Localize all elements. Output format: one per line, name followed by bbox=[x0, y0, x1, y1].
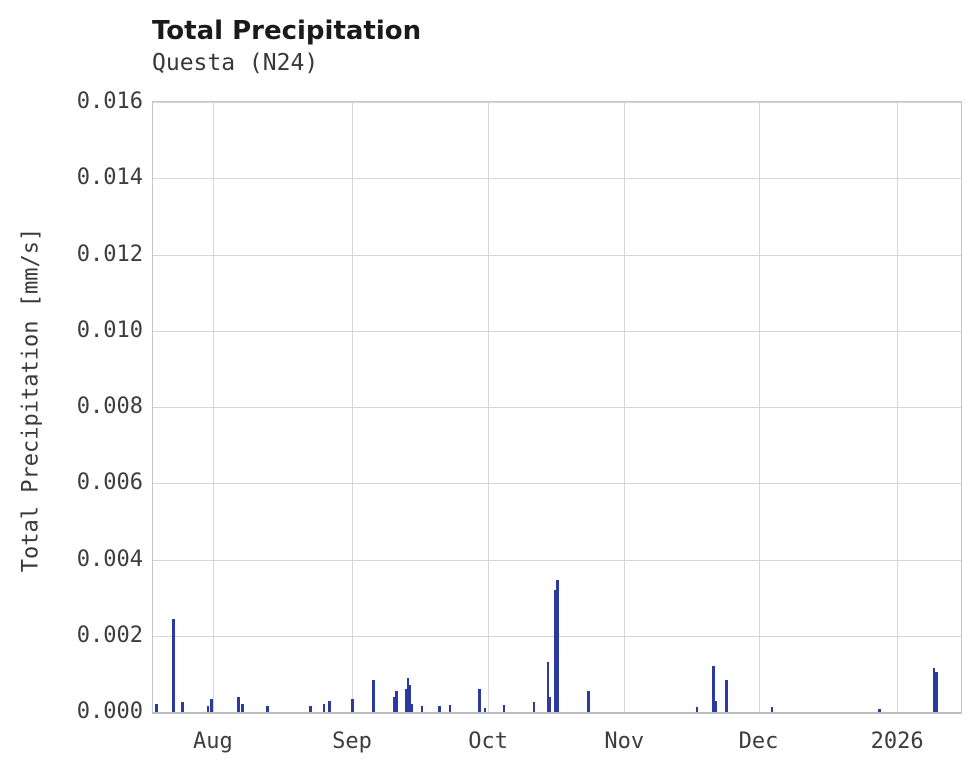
gridline-horizontal bbox=[153, 559, 961, 561]
precipitation-bar bbox=[448, 705, 452, 712]
precipitation-bar bbox=[932, 668, 936, 712]
precipitation-bar bbox=[309, 705, 312, 712]
precipitation-bar bbox=[438, 705, 441, 712]
x-tick-label: Oct bbox=[468, 729, 509, 754]
gridline-horizontal bbox=[153, 330, 961, 332]
precipitation-bar bbox=[532, 702, 536, 712]
precipitation-bar bbox=[502, 705, 506, 712]
precipitation-bar bbox=[406, 677, 410, 712]
precipitation-bar bbox=[420, 706, 424, 712]
gridline-vertical bbox=[488, 102, 490, 712]
gridline-vertical bbox=[352, 102, 353, 712]
precipitation-bar bbox=[372, 679, 376, 712]
precipitation-bar bbox=[725, 679, 729, 712]
y-tick-label: 0.002 bbox=[76, 622, 143, 648]
precipitation-bar bbox=[393, 696, 396, 712]
y-tick-label: 0.016 bbox=[76, 89, 143, 114]
precipitation-bar bbox=[206, 705, 210, 712]
precipitation-bar bbox=[404, 689, 408, 712]
gridline-horizontal bbox=[153, 407, 961, 408]
plot-area bbox=[152, 101, 962, 714]
precipitation-bar bbox=[935, 671, 938, 712]
precipitation-bar bbox=[478, 689, 482, 712]
y-tick-label: 0.010 bbox=[76, 317, 143, 343]
precipitation-bar bbox=[171, 618, 175, 712]
precipitation-bar bbox=[327, 701, 331, 712]
chart-subtitle: Questa (N24) bbox=[152, 50, 319, 76]
precipitation-bar bbox=[546, 662, 550, 712]
precipitation-bar bbox=[714, 700, 718, 712]
x-tick-label: Nov bbox=[604, 729, 645, 754]
gridline-horizontal bbox=[153, 254, 961, 256]
x-tick-label: Sep bbox=[332, 729, 372, 754]
precipitation-bar bbox=[322, 704, 326, 712]
gridline-horizontal bbox=[153, 102, 961, 103]
precipitation-bar bbox=[181, 702, 185, 712]
precipitation-bar bbox=[556, 580, 559, 712]
precipitation-bar bbox=[154, 704, 158, 712]
gridline-vertical bbox=[897, 102, 899, 712]
precipitation-bar bbox=[554, 590, 557, 712]
precipitation-bar bbox=[878, 708, 881, 712]
gridline-vertical bbox=[624, 102, 626, 712]
y-tick-label: 0.000 bbox=[76, 699, 143, 724]
y-tick-label: 0.014 bbox=[76, 165, 143, 191]
x-tick-label: Dec bbox=[738, 729, 779, 754]
x-tick-label: 2026 bbox=[870, 729, 924, 754]
precipitation-bar bbox=[408, 685, 412, 712]
y-tick-label: 0.004 bbox=[76, 546, 143, 572]
y-tick-label: 0.012 bbox=[76, 241, 143, 267]
chart-title: Total Precipitation bbox=[152, 16, 422, 46]
precipitation-bar bbox=[237, 696, 241, 712]
precipitation-bar bbox=[695, 707, 699, 712]
precipitation-bar bbox=[350, 699, 354, 712]
precipitation-bar bbox=[483, 708, 487, 712]
precipitation-bar bbox=[586, 691, 590, 712]
precipitation-bar bbox=[548, 696, 552, 712]
precipitation-bar bbox=[241, 704, 244, 712]
x-tick-label: Aug bbox=[192, 729, 233, 754]
y-tick-label: 0.008 bbox=[76, 394, 143, 419]
gridline-vertical bbox=[758, 102, 760, 712]
precipitation-bar bbox=[770, 707, 774, 712]
precipitation-bar bbox=[712, 666, 716, 712]
gridline-horizontal bbox=[153, 483, 961, 485]
y-tick-label: 0.006 bbox=[76, 470, 143, 496]
precipitation-bar bbox=[410, 704, 414, 712]
precipitation-bar bbox=[209, 699, 213, 712]
gridline-vertical bbox=[212, 102, 214, 712]
precipitation-bar bbox=[266, 705, 269, 712]
gridline-horizontal bbox=[153, 178, 961, 180]
precipitation-bar bbox=[395, 691, 399, 712]
